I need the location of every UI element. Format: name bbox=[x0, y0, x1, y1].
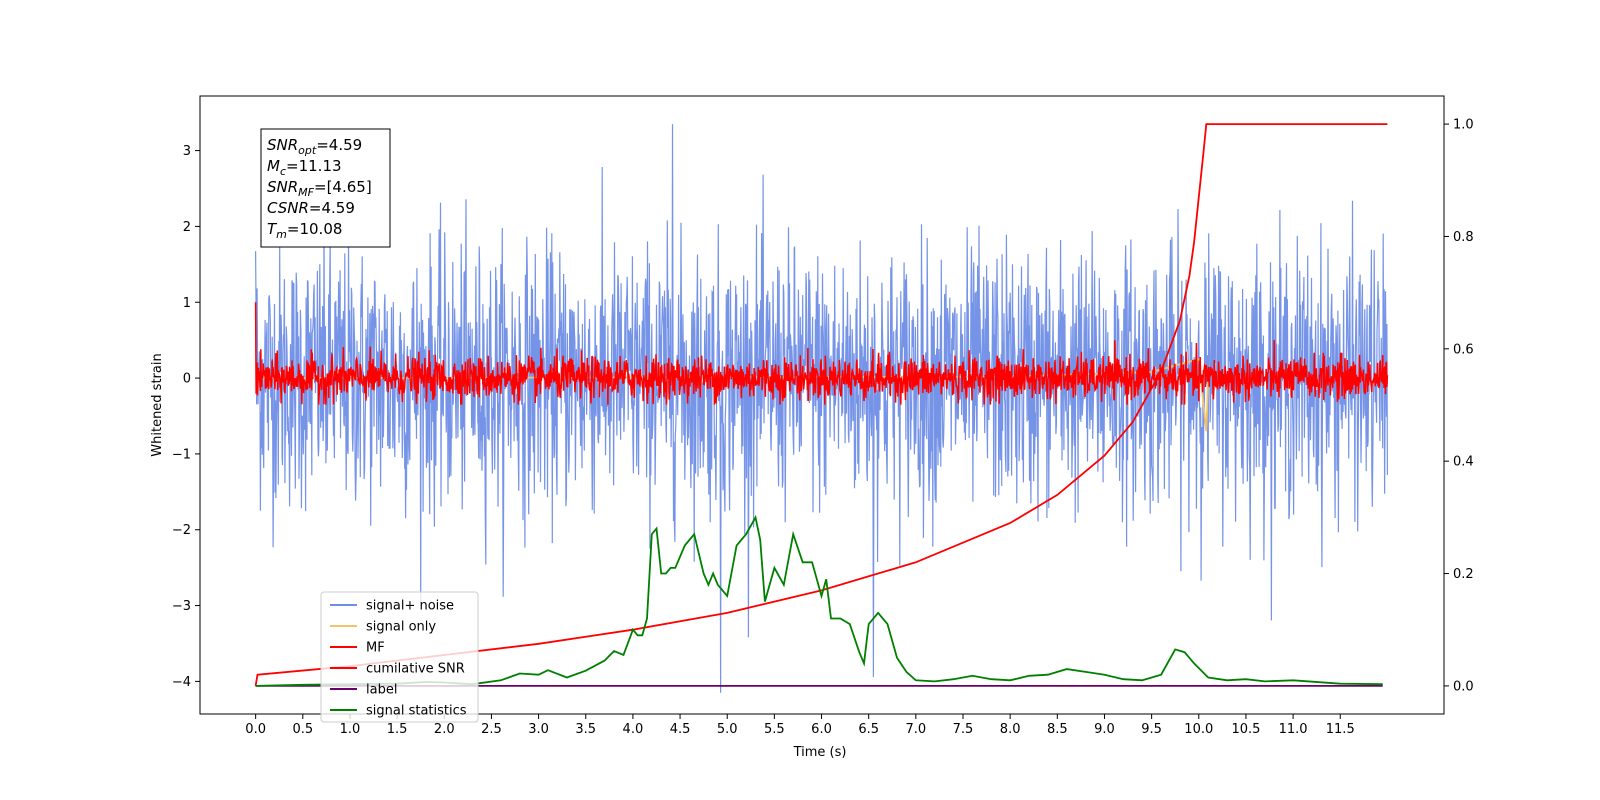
legend-entry-signal-statistics: signal statistics bbox=[330, 704, 467, 719]
annotation-line: SNRMF=[4.65] bbox=[267, 178, 372, 199]
x-tick-label: 8.0 bbox=[1000, 722, 1021, 737]
series-mf bbox=[254, 302, 1389, 405]
parameter-annotation-box: SNRopt=4.59Mc=11.13SNRMF=[4.65]CSNR=4.59… bbox=[260, 128, 391, 248]
y-tick-label: 1 bbox=[183, 296, 191, 311]
series-line-mf bbox=[254, 302, 1389, 405]
legend-entry-mf: MF bbox=[330, 641, 385, 656]
x-axis: 0.0 0.5 1.0 1.5 2.0 2.5 3.0 3.5 4.0 4.5 5.0 5.5 6.0 6… bbox=[245, 714, 1355, 737]
y-tick-label: −3 bbox=[172, 599, 191, 614]
x-tick-label: 9.0 bbox=[1094, 722, 1115, 737]
y-tick-label: 3 bbox=[183, 144, 191, 159]
legend-label: signal only bbox=[366, 620, 436, 635]
series-line-signal-statistics bbox=[255, 514, 1383, 687]
x-axis-label: Time (s) bbox=[793, 745, 847, 760]
x-tick-label: 2.5 bbox=[481, 722, 502, 737]
y-tick-label: 0 bbox=[183, 372, 191, 387]
annotation-line: Mc=11.13 bbox=[267, 157, 342, 178]
x-tick-label: 6.5 bbox=[858, 722, 879, 737]
legend-label: signal+ noise bbox=[366, 599, 454, 614]
x-tick-label: 4.0 bbox=[623, 722, 644, 737]
series-signal-statistics bbox=[255, 514, 1383, 687]
y2-tick-label: 0.0 bbox=[1453, 679, 1474, 694]
x-tick-label: 1.5 bbox=[387, 722, 408, 737]
annotation-line: Tm=10.08 bbox=[267, 220, 342, 241]
y2-tick-label: 0.2 bbox=[1453, 567, 1474, 582]
annotation-line: CSNR=4.59 bbox=[267, 199, 355, 217]
x-tick-label: 11.0 bbox=[1279, 722, 1308, 737]
y2-tick-label: 0.4 bbox=[1453, 455, 1474, 470]
x-tick-label: 6.0 bbox=[811, 722, 832, 737]
legend-label: label bbox=[366, 683, 397, 698]
x-tick-label: 4.5 bbox=[670, 722, 691, 737]
y2-tick-label: 0.8 bbox=[1453, 230, 1474, 245]
x-tick-label: 11.5 bbox=[1326, 722, 1355, 737]
y-tick-label: 2 bbox=[183, 220, 191, 235]
x-tick-label: 9.5 bbox=[1141, 722, 1162, 737]
legend-entry-cumilative-snr: cumilative SNR bbox=[330, 662, 465, 677]
legend-label: signal statistics bbox=[366, 704, 467, 719]
x-tick-label: 7.5 bbox=[953, 722, 974, 737]
legend: signal+ noise signal only MF cumilative SNR… bbox=[320, 591, 479, 723]
x-tick-label: 3.0 bbox=[528, 722, 549, 737]
x-tick-label: 5.5 bbox=[764, 722, 785, 737]
y-tick-label: −1 bbox=[172, 447, 191, 462]
series-signal-noise bbox=[255, 124, 1388, 693]
y-axis-right: 1.0 0.8 0.6 0.4 0.2 0.0 bbox=[1444, 118, 1474, 694]
legend-entry-signal-only: signal only bbox=[330, 620, 436, 635]
x-tick-label: 7.0 bbox=[905, 722, 926, 737]
x-tick-label: 1.0 bbox=[340, 722, 361, 737]
y-axis-left: 3 2 1 0 −1 −2 −3 −4 bbox=[172, 144, 200, 690]
x-tick-label: 10.0 bbox=[1184, 722, 1213, 737]
legend-entry-label: label bbox=[330, 683, 397, 698]
x-tick-label: 0.0 bbox=[245, 722, 266, 737]
y-axis-label: Whitened strain bbox=[150, 353, 165, 456]
x-tick-label: 3.5 bbox=[575, 722, 596, 737]
annotation-box-frame bbox=[260, 128, 391, 248]
legend-entry-signal-noise: signal+ noise bbox=[330, 599, 454, 614]
x-tick-label: 8.5 bbox=[1047, 722, 1068, 737]
x-tick-label: 5.0 bbox=[717, 722, 738, 737]
series-line-signal-noise bbox=[255, 124, 1388, 693]
legend-label: cumilative SNR bbox=[366, 662, 465, 677]
y-tick-label: −4 bbox=[172, 675, 191, 690]
legend-frame bbox=[320, 591, 479, 723]
y2-tick-label: 0.6 bbox=[1453, 342, 1474, 357]
annotation-line: SNRopt=4.59 bbox=[267, 136, 362, 157]
y-tick-label: −2 bbox=[172, 523, 191, 538]
x-tick-label: 0.5 bbox=[292, 722, 313, 737]
legend-label: MF bbox=[366, 641, 385, 656]
y2-tick-label: 1.0 bbox=[1453, 118, 1474, 133]
x-tick-label: 2.0 bbox=[434, 722, 455, 737]
x-tick-label: 10.5 bbox=[1231, 722, 1260, 737]
